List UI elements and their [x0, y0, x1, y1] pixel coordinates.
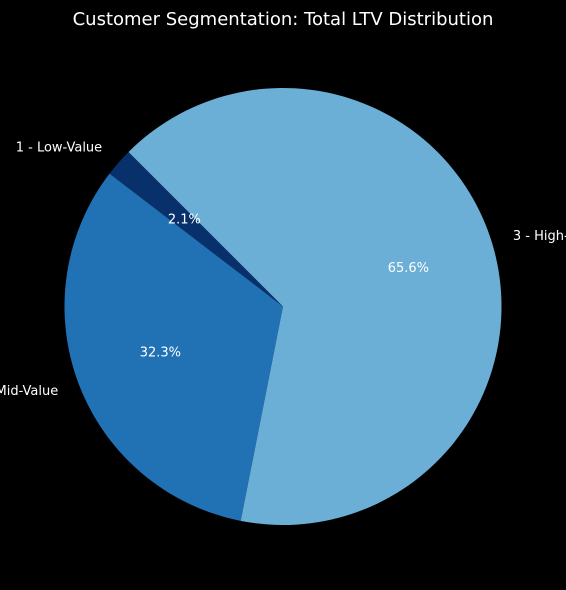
- pie-slice-2: [64, 173, 283, 521]
- slice-pct-label-2: 32.3%: [140, 345, 181, 360]
- pie-slices: [64, 88, 502, 526]
- slice-pct-label-3: 65.6%: [388, 261, 429, 276]
- pie-labels: 1 - Low-Value 2.1% 2 - Mid-Value 32.3% 3 - H…: [0, 141, 566, 399]
- slice-label-3: 3 - High-Value: [513, 229, 566, 244]
- chart-title: Customer Segmentation: Total LTV Distrib…: [73, 9, 494, 30]
- slice-pct-label-1: 2.1%: [168, 213, 201, 228]
- pie-slice-1: [109, 152, 283, 307]
- pie-slice-3: [128, 88, 502, 526]
- slice-label-2: 2 - Mid-Value: [0, 384, 58, 399]
- slice-label-1: 1 - Low-Value: [16, 141, 102, 156]
